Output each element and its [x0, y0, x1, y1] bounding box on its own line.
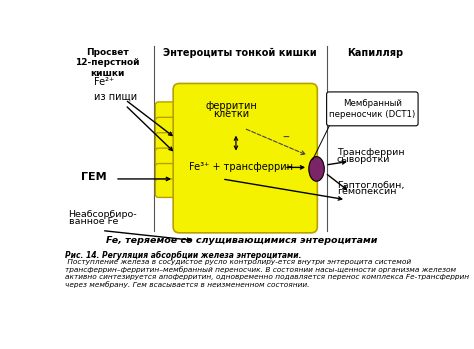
- Text: Капилляр: Капилляр: [347, 48, 403, 58]
- FancyBboxPatch shape: [155, 148, 201, 166]
- Text: Мембранный
переносчик (DCT1): Мембранный переносчик (DCT1): [329, 99, 416, 119]
- FancyBboxPatch shape: [155, 164, 201, 182]
- FancyBboxPatch shape: [155, 179, 201, 198]
- Text: из пищи: из пищи: [94, 92, 137, 102]
- Ellipse shape: [309, 157, 324, 181]
- Text: ванное Fe: ванное Fe: [69, 217, 118, 227]
- Text: Просвет
12-перстной
кишки: Просвет 12-перстной кишки: [75, 48, 139, 78]
- FancyBboxPatch shape: [173, 83, 317, 233]
- Text: –: –: [282, 131, 289, 145]
- Text: ферритин: ферритин: [205, 101, 257, 111]
- Text: гемопексин: гемопексин: [337, 187, 396, 196]
- Text: клетки: клетки: [213, 109, 249, 119]
- FancyBboxPatch shape: [327, 92, 418, 126]
- Text: Энтероциты тонкой кишки: Энтероциты тонкой кишки: [163, 48, 317, 58]
- Text: Неабсорбиро-: Неабсорбиро-: [69, 210, 137, 219]
- FancyBboxPatch shape: [155, 117, 201, 136]
- Text: сыворотки: сыворотки: [337, 155, 390, 164]
- FancyBboxPatch shape: [155, 133, 201, 151]
- FancyBboxPatch shape: [155, 102, 201, 120]
- Text: ГЕМ: ГЕМ: [81, 172, 107, 181]
- Text: Трансферрин: Трансферрин: [337, 148, 404, 157]
- Text: Fe³⁺ + трансферрин: Fe³⁺ + трансферрин: [189, 162, 292, 172]
- Text: Fe, теряемое со слущивающимися энтероцитами: Fe, теряемое со слущивающимися энтероцит…: [106, 236, 377, 245]
- Text: Гаптоглобин,: Гаптоглобин,: [337, 181, 404, 190]
- Text: Рис. 14. Регуляция абсорбции железа энтероцитами.: Рис. 14. Регуляция абсорбции железа энте…: [65, 251, 302, 260]
- Text: Fe²⁺: Fe²⁺: [94, 76, 114, 87]
- Text: Поступление железа в сосудистое русло контролиру-ется внутри энтероцита системой: Поступление железа в сосудистое русло ко…: [65, 259, 470, 288]
